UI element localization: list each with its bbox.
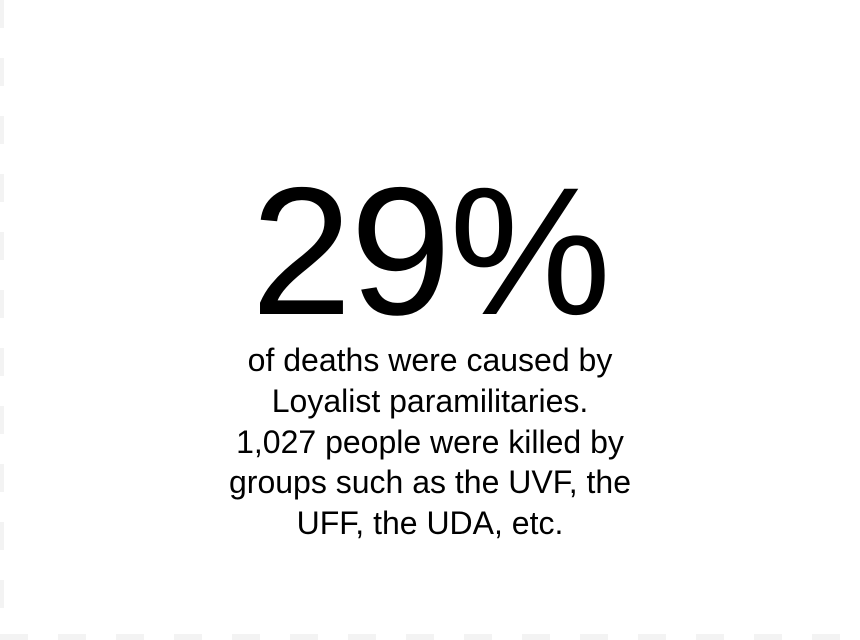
caption-line: 1,027 people were killed by	[236, 423, 624, 460]
caption-line: groups such as the UVF, the	[229, 464, 631, 501]
caption-line: UFF, the UDA, etc.	[296, 505, 564, 542]
caption-line: of deaths were caused by	[247, 342, 613, 378]
caption-line: Loyalist paramilitaries.	[271, 382, 589, 419]
caption-text: of deaths were caused by Loyalist parami…	[0, 340, 860, 544]
headline-percentage: 29%	[250, 149, 611, 353]
checkerboard-edge-bottom	[0, 634, 860, 640]
checkerboard-edge-left	[0, 0, 4, 640]
